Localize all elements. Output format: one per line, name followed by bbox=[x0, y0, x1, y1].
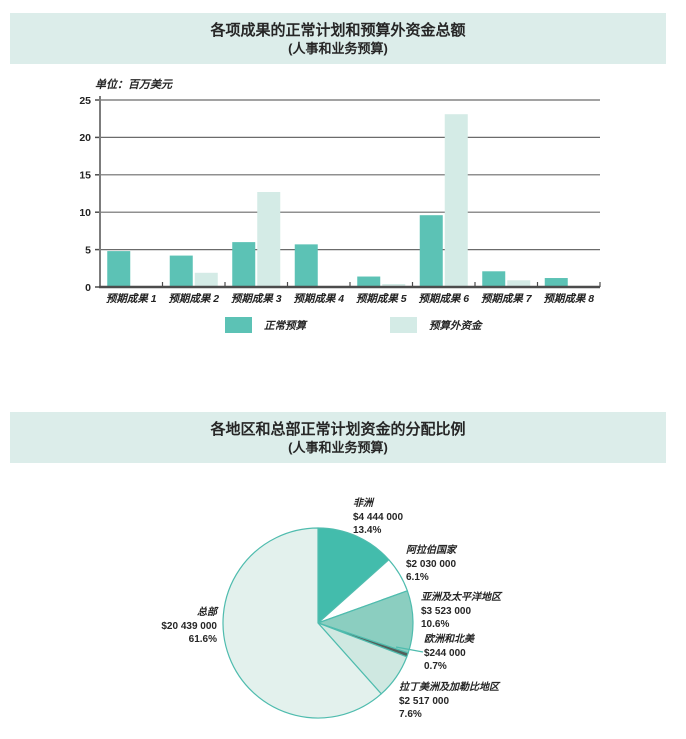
pie-label-amount: $4 444 000 bbox=[353, 511, 404, 523]
pie-label-percent: 10.6% bbox=[421, 619, 450, 630]
pie-slice-label: 拉丁美洲及加勒比地区 $2 517 000 7.6% bbox=[399, 681, 499, 722]
pie-slice-label: 欧洲和北美 $244 000 0.7% bbox=[424, 633, 474, 674]
pie-chart-title: 各地区和总部正常计划资金的分配比例 bbox=[210, 420, 466, 438]
bar-chart-svg: 0 5 10 15 20 25 预期成果 1 预期成果 2 预期成果 3 预期成果 4 预期成果 5… bbox=[79, 95, 601, 305]
y-tick-label: 5 bbox=[85, 244, 91, 256]
bar-extrabudgetary-7 bbox=[507, 280, 531, 287]
pie-label-percent: 0.7% bbox=[424, 661, 447, 672]
bar-regular-4 bbox=[294, 244, 318, 287]
pie-slice-label: 亚洲及太平洋地区 $3 523 000 10.6% bbox=[421, 591, 501, 632]
bar-regular-8 bbox=[544, 278, 568, 287]
legend-label: 正常预算 bbox=[264, 319, 306, 332]
bar-regular-6 bbox=[419, 215, 443, 287]
pie-chart-svg bbox=[222, 527, 424, 719]
bar-chart-subtitle: (人事和业务预算) bbox=[288, 40, 388, 56]
pie-slice-label: 阿拉伯国家 $2 030 000 6.1% bbox=[406, 544, 456, 585]
legend-swatch-icon bbox=[225, 317, 252, 333]
bar-regular-5 bbox=[357, 276, 381, 287]
y-tick-label: 0 bbox=[85, 282, 91, 294]
x-category-label: 预期成果 3 bbox=[231, 292, 282, 305]
bar-chart-header: 各项成果的正常计划和预算外资金总额 (人事和业务预算) bbox=[10, 13, 666, 64]
pie-label-region: 亚洲及太平洋地区 bbox=[421, 592, 501, 603]
bar-regular-7 bbox=[482, 271, 506, 287]
pie-label-region: 拉丁美洲及加勒比地区 bbox=[399, 682, 499, 693]
pie-label-region: 总部 bbox=[197, 607, 217, 618]
bar-extrabudgetary-5 bbox=[382, 284, 406, 287]
legend-label: 预算外资金 bbox=[429, 319, 482, 332]
pie-label-region: 非洲 bbox=[353, 498, 373, 509]
unit-label: 单位：百万美元 bbox=[95, 79, 172, 91]
y-tick-label: 15 bbox=[79, 170, 91, 182]
bar-chart-legend: 正常预算 预算外资金 bbox=[0, 316, 686, 336]
pie-label-percent: 13.4% bbox=[353, 525, 382, 536]
pie-label-amount: $2 030 000 bbox=[406, 558, 457, 570]
bar-regular-3 bbox=[232, 242, 256, 287]
pie-label-percent: 6.1% bbox=[406, 572, 429, 583]
pie-label-percent: 7.6% bbox=[399, 709, 422, 720]
x-category-label: 预期成果 1 bbox=[106, 292, 157, 305]
bar-regular-2 bbox=[169, 255, 193, 287]
legend-swatch-icon bbox=[390, 317, 417, 333]
pie-label-region: 欧洲和北美 bbox=[424, 634, 474, 645]
x-category-label: 预期成果 5 bbox=[356, 292, 407, 305]
y-tick-label: 20 bbox=[79, 132, 91, 144]
pie-label-amount: $20 439 000 bbox=[161, 620, 217, 632]
pie-label-region: 阿拉伯国家 bbox=[406, 545, 456, 556]
pie-label-amount: $2 517 000 bbox=[399, 695, 450, 707]
pie-label-amount: $3 523 000 bbox=[421, 605, 472, 617]
bar-extrabudgetary-6 bbox=[444, 114, 468, 287]
x-category-label: 预期成果 8 bbox=[543, 292, 594, 305]
bar-extrabudgetary-2 bbox=[194, 272, 218, 287]
pie-label-percent: 61.6% bbox=[188, 634, 217, 645]
x-category-label: 预期成果 4 bbox=[293, 292, 344, 305]
y-tick-label: 25 bbox=[79, 95, 91, 107]
leader-line bbox=[395, 646, 424, 653]
pie-label-amount: $244 000 bbox=[424, 647, 466, 659]
bar-chart-title: 各项成果的正常计划和预算外资金总额 bbox=[210, 21, 466, 39]
pie-chart-header: 各地区和总部正常计划资金的分配比例 (人事和业务预算) bbox=[10, 412, 666, 463]
bar-regular-1 bbox=[107, 251, 131, 287]
legend-item: 正常预算 bbox=[225, 317, 306, 333]
x-category-label: 预期成果 7 bbox=[481, 292, 533, 305]
pie-slice-label: 非洲 $4 444 000 13.4% bbox=[353, 497, 403, 538]
bar-extrabudgetary-3 bbox=[257, 192, 281, 287]
pie-slice-label: 总部 $20 439 000 61.6% bbox=[161, 606, 217, 647]
y-tick-label: 10 bbox=[79, 207, 91, 219]
pie-slice-1 bbox=[317, 527, 390, 624]
x-category-label: 预期成果 2 bbox=[168, 292, 219, 305]
pie-chart-subtitle: (人事和业务预算) bbox=[288, 439, 388, 455]
x-category-label: 预期成果 6 bbox=[418, 292, 469, 305]
legend-item: 预算外资金 bbox=[390, 317, 482, 333]
pie-slice-6 bbox=[222, 527, 382, 719]
